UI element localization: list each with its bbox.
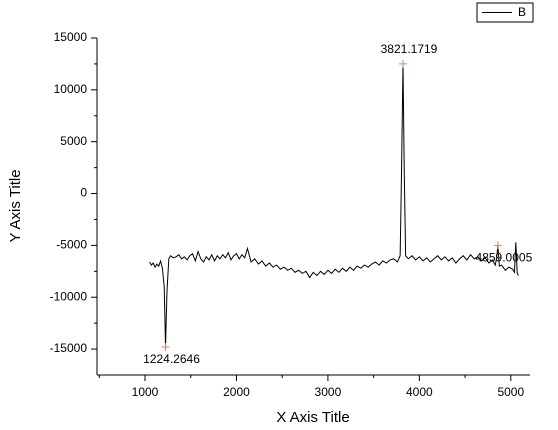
x-tick-label: 5000 xyxy=(497,385,524,399)
y-tick-label: 0 xyxy=(80,186,87,200)
peak-label: 1224.2646 xyxy=(143,352,200,366)
peak-marker xyxy=(161,343,170,352)
x-axis-title: X Axis Title xyxy=(276,409,349,426)
data-line xyxy=(149,63,519,348)
x-tick-label: 2000 xyxy=(223,385,250,399)
peak-marker xyxy=(398,59,407,68)
x-tick-label: 3000 xyxy=(315,385,342,399)
y-tick-label: -5000 xyxy=(56,238,87,252)
x-tick-label: 4000 xyxy=(406,385,433,399)
peak-marker xyxy=(493,241,502,250)
y-tick-label: 5000 xyxy=(60,134,87,148)
x-tick-label: 1000 xyxy=(132,385,159,399)
y-tick-label: -10000 xyxy=(50,289,88,303)
y-axis-title: Y Axis Title xyxy=(7,169,24,242)
y-tick-label: -15000 xyxy=(50,341,88,355)
y-tick-label: 15000 xyxy=(54,30,88,44)
peak-label: 4859.0005 xyxy=(476,251,533,265)
peak-label: 3821.1719 xyxy=(381,42,438,56)
y-tick-label: 10000 xyxy=(54,82,88,96)
legend-label: B xyxy=(518,5,526,19)
